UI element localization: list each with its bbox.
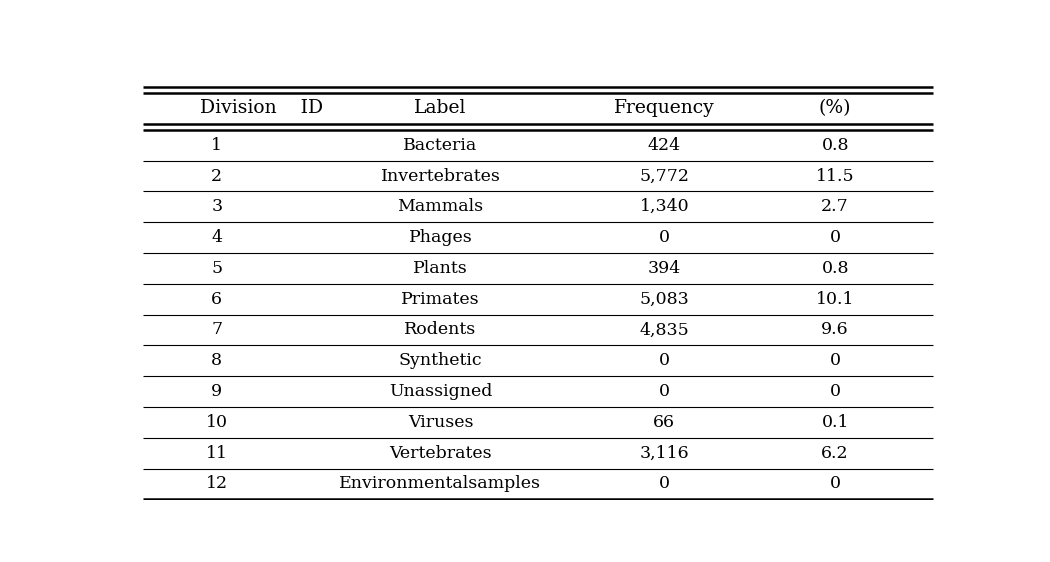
Text: Viruses: Viruses bbox=[407, 414, 474, 431]
Text: 1: 1 bbox=[211, 137, 223, 154]
Text: 6: 6 bbox=[211, 291, 223, 307]
Text: 0: 0 bbox=[658, 352, 670, 369]
Text: 8: 8 bbox=[211, 352, 223, 369]
Text: 0: 0 bbox=[658, 383, 670, 400]
Text: 2.7: 2.7 bbox=[821, 198, 849, 215]
Text: 11.5: 11.5 bbox=[816, 167, 855, 184]
Text: Rodents: Rodents bbox=[404, 321, 477, 338]
Text: 5,772: 5,772 bbox=[639, 167, 689, 184]
Text: 7: 7 bbox=[211, 321, 223, 338]
Text: 4,835: 4,835 bbox=[639, 321, 689, 338]
Text: 0.1: 0.1 bbox=[821, 414, 848, 431]
Text: 10.1: 10.1 bbox=[816, 291, 855, 307]
Text: 0: 0 bbox=[830, 229, 841, 246]
Text: (%): (%) bbox=[819, 99, 852, 117]
Text: 11: 11 bbox=[206, 445, 228, 461]
Text: 3: 3 bbox=[211, 198, 223, 215]
Text: 2: 2 bbox=[211, 167, 223, 184]
Text: Primates: Primates bbox=[401, 291, 480, 307]
Text: 4: 4 bbox=[211, 229, 223, 246]
Text: Bacteria: Bacteria bbox=[403, 137, 478, 154]
Text: 5,083: 5,083 bbox=[639, 291, 689, 307]
Text: 66: 66 bbox=[653, 414, 675, 431]
Text: 5: 5 bbox=[211, 260, 223, 277]
Text: Frequency: Frequency bbox=[614, 99, 715, 117]
Text: 12: 12 bbox=[206, 475, 228, 492]
Text: Environmentalsamples: Environmentalsamples bbox=[339, 475, 542, 492]
Text: 0.8: 0.8 bbox=[821, 137, 848, 154]
Text: 0: 0 bbox=[830, 383, 841, 400]
Text: 0: 0 bbox=[830, 352, 841, 369]
Text: Mammals: Mammals bbox=[397, 198, 484, 215]
Text: Plants: Plants bbox=[413, 260, 468, 277]
Text: 0: 0 bbox=[658, 475, 670, 492]
Text: 6.2: 6.2 bbox=[821, 445, 849, 461]
Text: 0: 0 bbox=[658, 229, 670, 246]
Text: 0: 0 bbox=[830, 475, 841, 492]
Text: 394: 394 bbox=[648, 260, 680, 277]
Text: 0.8: 0.8 bbox=[821, 260, 848, 277]
Text: 9.6: 9.6 bbox=[821, 321, 849, 338]
Text: Invertebrates: Invertebrates bbox=[380, 167, 501, 184]
Text: Division    ID: Division ID bbox=[201, 99, 323, 117]
Text: Synthetic: Synthetic bbox=[399, 352, 482, 369]
Text: 9: 9 bbox=[211, 383, 223, 400]
Text: Vertebrates: Vertebrates bbox=[390, 445, 491, 461]
Text: 1,340: 1,340 bbox=[639, 198, 689, 215]
Text: Phages: Phages bbox=[408, 229, 472, 246]
Text: Label: Label bbox=[415, 99, 466, 117]
Text: 10: 10 bbox=[206, 414, 228, 431]
Text: Unassigned: Unassigned bbox=[388, 383, 492, 400]
Text: 3,116: 3,116 bbox=[639, 445, 689, 461]
Text: 424: 424 bbox=[648, 137, 680, 154]
